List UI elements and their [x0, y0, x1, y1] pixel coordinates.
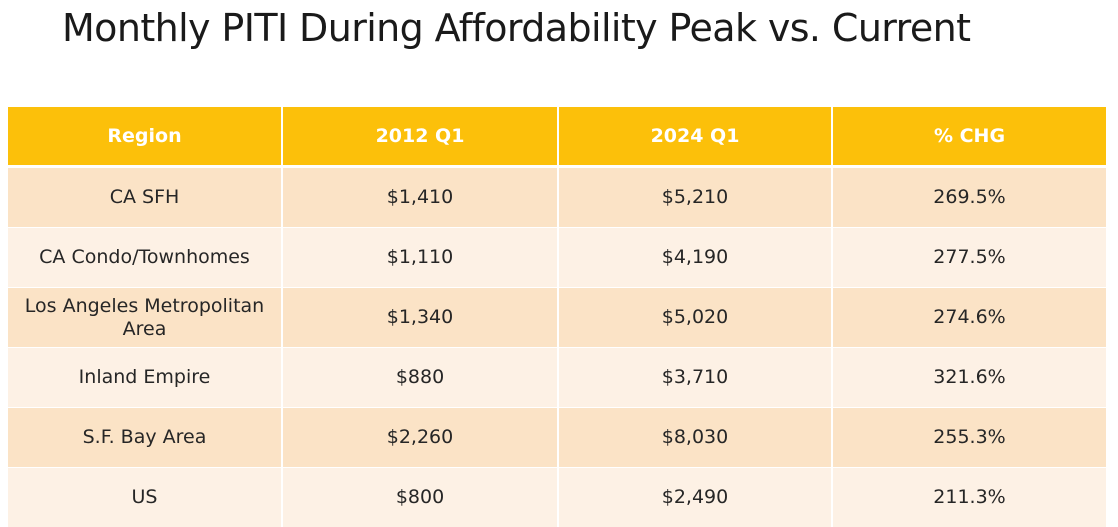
table-header-row: Region 2012 Q1 2024 Q1 % CHG: [8, 107, 1106, 167]
cell-region: Los Angeles Metropolitan Area: [8, 288, 282, 348]
header-pct-chg: % CHG: [832, 107, 1106, 167]
cell-region: CA SFH: [8, 167, 282, 228]
table-row: S.F. Bay Area $2,260 $8,030 255.3%: [8, 408, 1106, 468]
piti-table: Region 2012 Q1 2024 Q1 % CHG CA SFH $1,4…: [8, 107, 1106, 527]
cell-2012-q1: $1,410: [282, 167, 558, 228]
cell-pct-chg: 255.3%: [832, 408, 1106, 468]
cell-2024-q1: $5,020: [558, 288, 832, 348]
cell-2012-q1: $880: [282, 348, 558, 408]
table-row: US $800 $2,490 211.3%: [8, 468, 1106, 527]
cell-pct-chg: 269.5%: [832, 167, 1106, 228]
cell-2012-q1: $1,110: [282, 228, 558, 288]
page-title: Monthly PITI During Affordability Peak v…: [62, 6, 970, 50]
cell-2012-q1: $1,340: [282, 288, 558, 348]
cell-2024-q1: $4,190: [558, 228, 832, 288]
cell-2012-q1: $800: [282, 468, 558, 527]
cell-pct-chg: 274.6%: [832, 288, 1106, 348]
table-row: CA SFH $1,410 $5,210 269.5%: [8, 167, 1106, 228]
cell-region: CA Condo/Townhomes: [8, 228, 282, 288]
cell-2024-q1: $8,030: [558, 408, 832, 468]
table-row: CA Condo/Townhomes $1,110 $4,190 277.5%: [8, 228, 1106, 288]
cell-pct-chg: 321.6%: [832, 348, 1106, 408]
table-row: Inland Empire $880 $3,710 321.6%: [8, 348, 1106, 408]
cell-2024-q1: $5,210: [558, 167, 832, 228]
cell-2024-q1: $2,490: [558, 468, 832, 527]
cell-region: S.F. Bay Area: [8, 408, 282, 468]
cell-region: US: [8, 468, 282, 527]
header-2024-q1: 2024 Q1: [558, 107, 832, 167]
header-2012-q1: 2012 Q1: [282, 107, 558, 167]
table-row: Los Angeles Metropolitan Area $1,340 $5,…: [8, 288, 1106, 348]
cell-pct-chg: 211.3%: [832, 468, 1106, 527]
header-region: Region: [8, 107, 282, 167]
cell-2024-q1: $3,710: [558, 348, 832, 408]
cell-region: Inland Empire: [8, 348, 282, 408]
cell-pct-chg: 277.5%: [832, 228, 1106, 288]
cell-2012-q1: $2,260: [282, 408, 558, 468]
